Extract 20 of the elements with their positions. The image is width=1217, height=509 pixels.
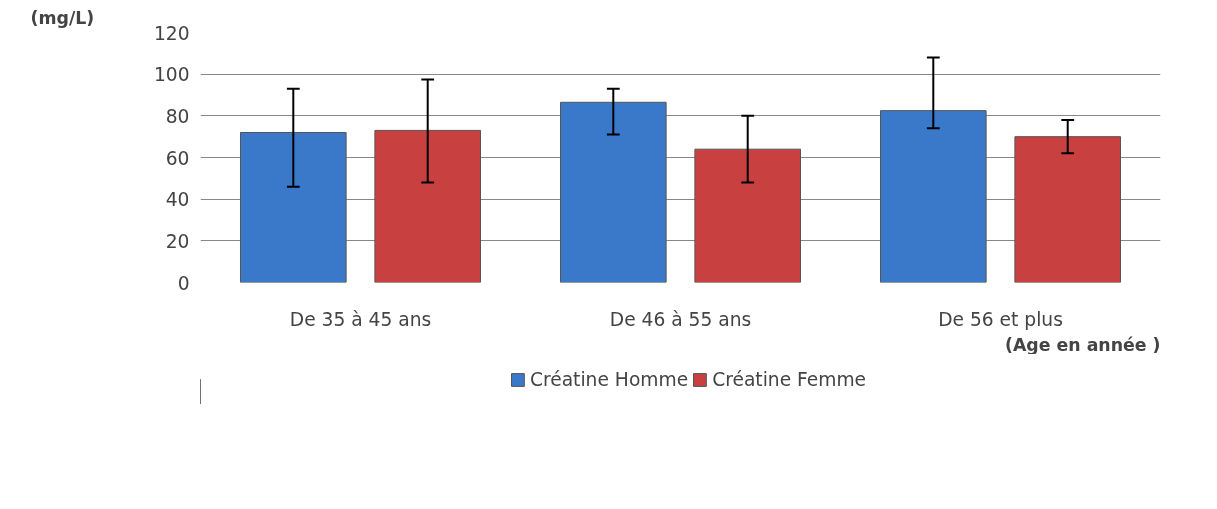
y-tick-label: 60 [165, 147, 190, 169]
y-tick-label: 100 [153, 64, 190, 86]
legend-label: Créatine Homme [529, 368, 689, 390]
bar [560, 101, 667, 283]
bar [880, 110, 987, 283]
x-tick-label: De 35 à 45 ans [289, 308, 432, 330]
y-tick-label: 20 [165, 230, 190, 252]
y-axis-title: (mg/L) [30, 7, 95, 28]
x-tick-label: De 46 à 55 ans [609, 308, 752, 330]
bar [374, 129, 481, 283]
y-tick-label: 120 [153, 22, 190, 44]
bar [1014, 136, 1121, 283]
x-axis-title: (Age en année ) [1005, 334, 1161, 355]
bar [694, 148, 801, 283]
x-tick-label: De 56 et plus [938, 308, 1063, 330]
y-tick-label: 0 [177, 272, 190, 294]
legend-label: Créatine Femme [712, 368, 867, 390]
y-tick-label: 80 [165, 105, 190, 127]
bar [240, 132, 347, 283]
y-tick-label: 40 [165, 189, 190, 211]
